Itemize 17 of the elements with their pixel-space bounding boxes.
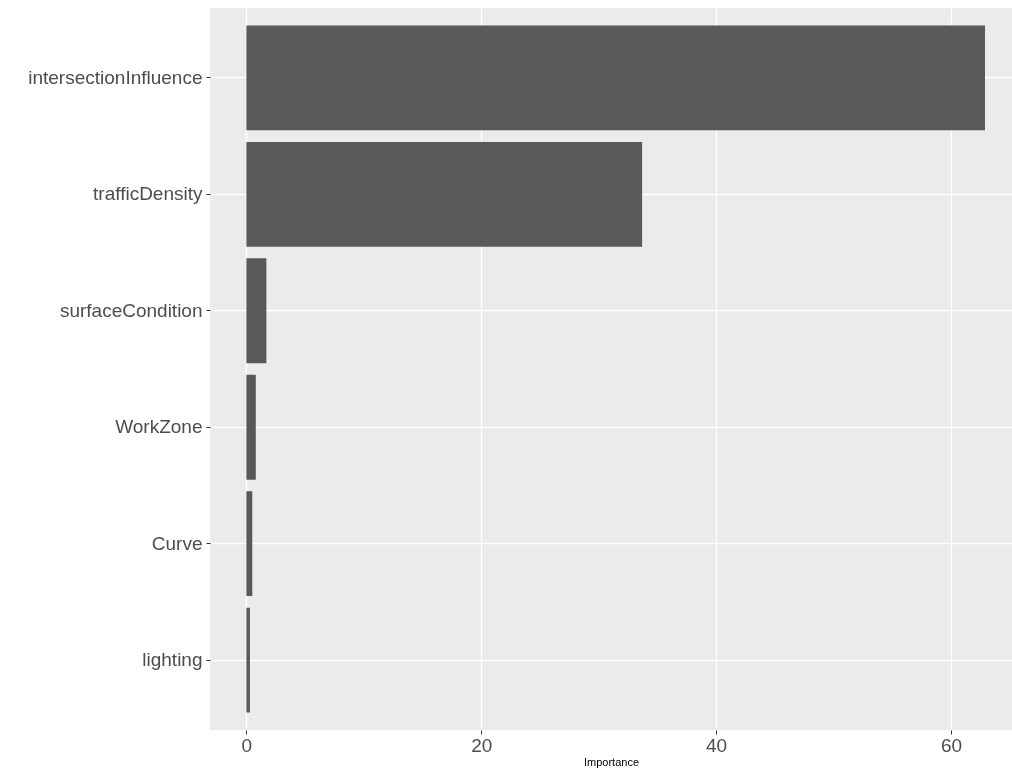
y-tick-label: lighting — [142, 649, 203, 671]
x-axis-title: Importance — [583, 755, 640, 768]
y-tick-label: surfaceCondition — [59, 299, 203, 321]
bar — [246, 141, 643, 247]
y-tick-label: trafficDensity — [93, 183, 203, 205]
bar — [246, 374, 256, 480]
x-tick-label: 0 — [241, 734, 253, 756]
bar — [246, 491, 253, 597]
bar — [246, 25, 985, 131]
bar — [246, 258, 267, 364]
x-tick-label: 60 — [940, 734, 963, 756]
x-tick-label: 20 — [471, 734, 493, 756]
y-tick-label: intersectionInfluence — [28, 66, 203, 88]
x-tick-label: 40 — [706, 734, 728, 756]
y-tick-label: WorkZone — [115, 416, 203, 438]
bar — [246, 607, 250, 713]
y-tick-label: Curve — [151, 532, 203, 554]
